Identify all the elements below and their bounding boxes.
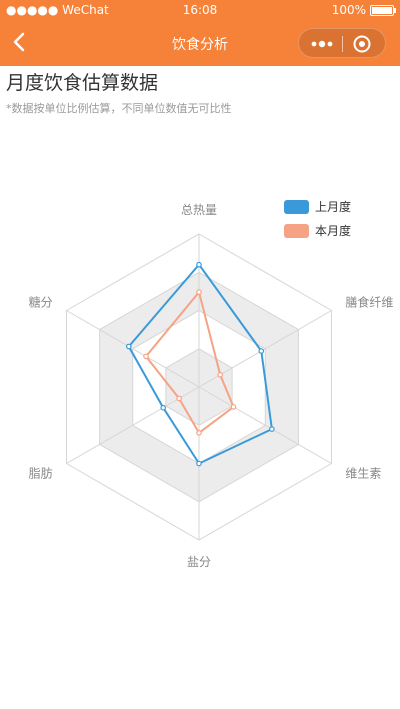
more-options-icon[interactable] — [307, 35, 337, 53]
back-arrow-icon[interactable] — [8, 30, 32, 54]
battery-percent: 100% — [331, 3, 366, 17]
mini-program-capsule — [298, 28, 386, 58]
page-title: 月度饮食估算数据 — [6, 72, 159, 94]
legend-swatch-1 — [284, 224, 309, 238]
series-1-point-1 — [217, 372, 224, 378]
close-mini-program-icon[interactable] — [351, 33, 373, 55]
series-1-point-5 — [143, 353, 149, 360]
axis-label-0: 总热量 — [181, 203, 217, 217]
series-1-point-4 — [176, 395, 182, 402]
legend-label-1: 本月度 — [315, 223, 351, 238]
capsule-divider — [342, 36, 343, 52]
status-time: 16:08 — [182, 3, 218, 17]
series-1-point-0 — [196, 289, 202, 295]
axis-label-2: 维生素 — [345, 467, 381, 481]
battery-icon — [370, 4, 396, 16]
axis-label-4: 脂肪 — [29, 466, 53, 481]
status-bar: ●●●●● WeChat 16:08 100% — [0, 0, 400, 20]
series-0-point-5 — [126, 343, 132, 350]
series-1-point-2 — [230, 404, 237, 410]
carrier-label: ●●●●● WeChat — [6, 3, 109, 17]
nav-bar: 饮食分析 — [0, 20, 400, 66]
series-0-point-0 — [196, 261, 202, 268]
legend-label-0: 上月度 — [315, 199, 351, 214]
nav-title: 饮食分析 — [172, 37, 228, 53]
battery-indicator: 100% — [331, 3, 396, 17]
page-subtitle: *数据按单位比例估算，不同单位数值无可比性 — [6, 102, 232, 115]
axis-label-3: 盐分 — [187, 555, 211, 569]
axis-label-1: 膳食纤维 — [345, 295, 393, 310]
axis-label-5: 糖分 — [29, 295, 53, 310]
series-0-point-2 — [269, 426, 275, 432]
series-1-point-3 — [196, 430, 202, 436]
series-0-point-4 — [160, 404, 167, 411]
series-0-point-3 — [196, 460, 202, 467]
radar-spoke-5 — [66, 310, 200, 388]
legend-swatch-0 — [284, 200, 309, 214]
series-0-point-1 — [258, 348, 265, 354]
radar-spoke-2 — [198, 386, 332, 464]
